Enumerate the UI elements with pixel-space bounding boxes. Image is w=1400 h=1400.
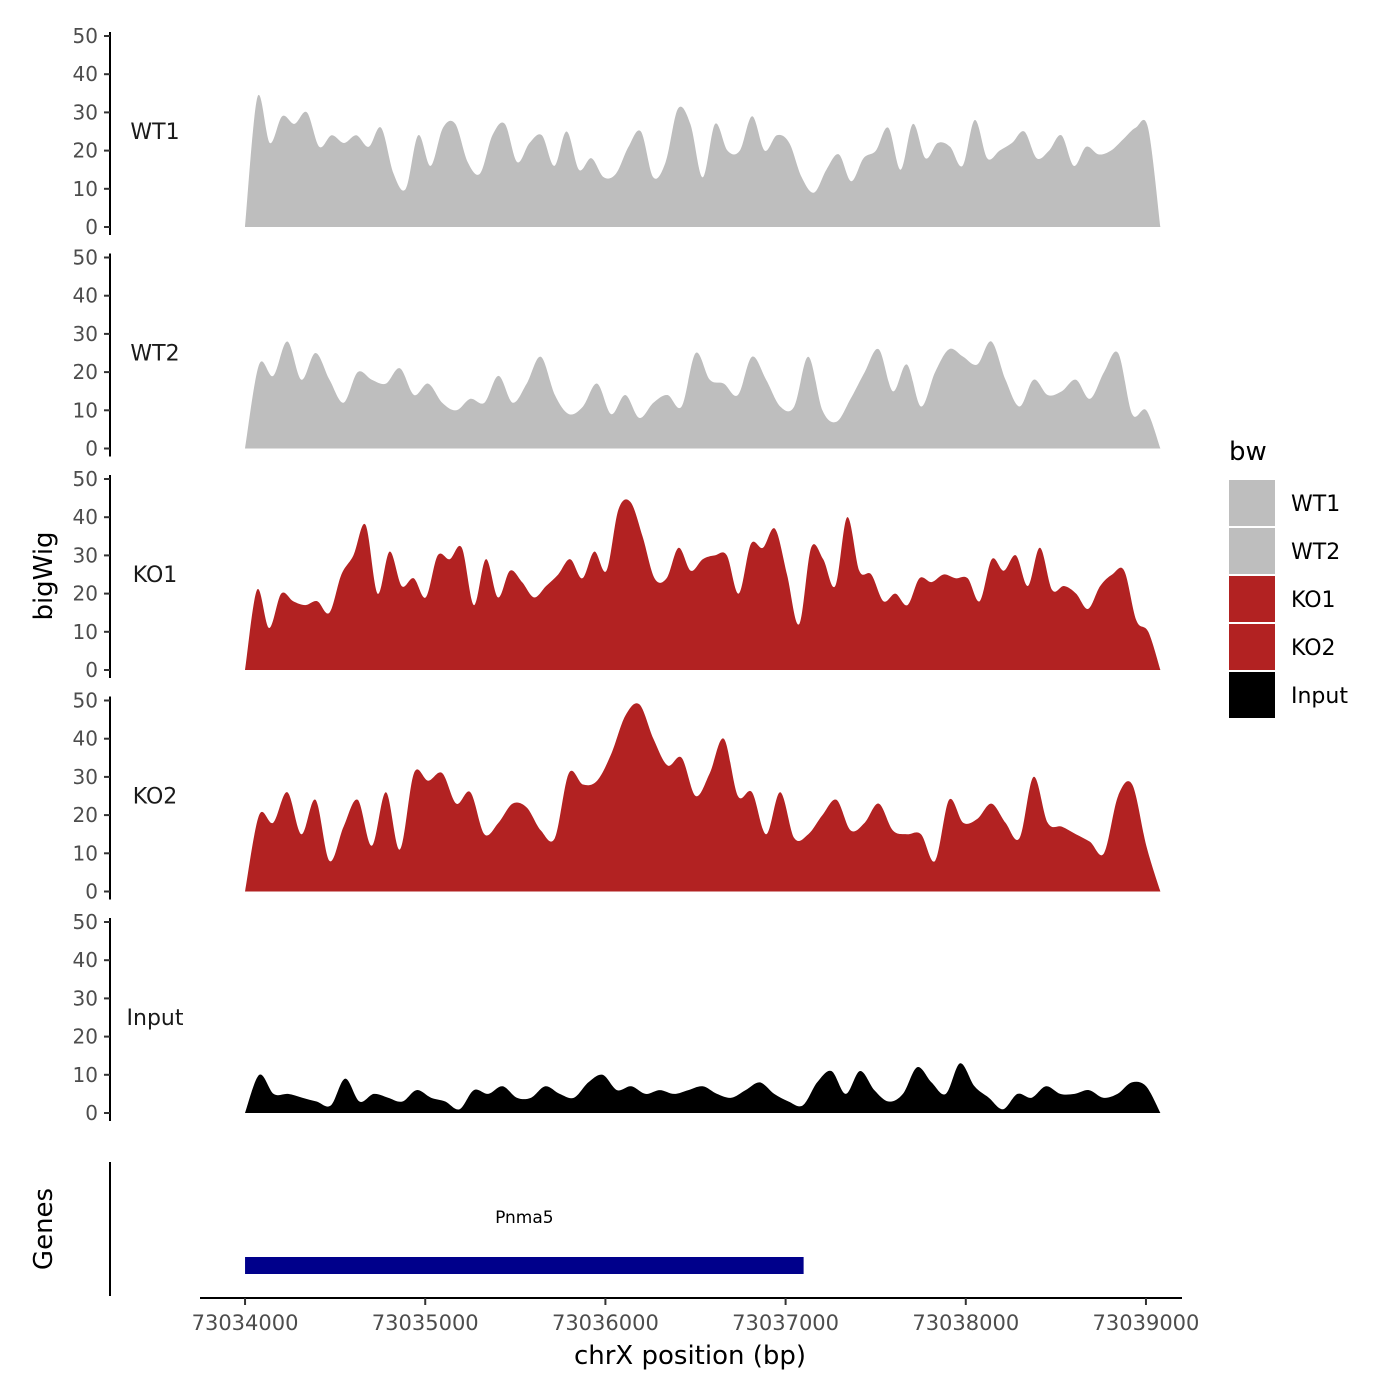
x-axis: 73034000 73035000 73036000 73037000 73038000… [192, 1297, 1200, 1335]
track-label-ko2: KO2 [133, 785, 178, 810]
gene-track-title: Genes [29, 1188, 59, 1270]
y-tick-label: 40 [73, 62, 98, 86]
y-tick-label: 10 [73, 177, 98, 201]
legend-key-input [1229, 672, 1275, 718]
x-tick-label: 73038000 [912, 1311, 1019, 1335]
track-wt1: 0 10 20 30 40 50 WT1 [73, 24, 1161, 239]
track-wt2: 0 10 20 30 40 50 WT2 [73, 246, 1161, 461]
y-tick-label: 20 [73, 1025, 98, 1049]
y-tick-label: 40 [73, 948, 98, 972]
y-tick-label: 20 [73, 803, 98, 827]
y-tick-label: 30 [73, 986, 98, 1010]
y-tick-label: 20 [73, 582, 98, 606]
legend-title: bw [1229, 437, 1267, 467]
track-label-input: Input [127, 1006, 184, 1031]
y-tick-label: 40 [73, 505, 98, 529]
y-tick-label: 50 [73, 910, 98, 934]
y-tick-label: 10 [73, 841, 98, 865]
track-label-ko1: KO1 [133, 563, 178, 588]
y-tick-label: 40 [73, 284, 98, 308]
y-tick-label: 0 [85, 880, 98, 904]
y-tick-label: 50 [73, 689, 98, 713]
y-tick-label: 30 [73, 765, 98, 789]
y-tick-label: 10 [73, 1063, 98, 1087]
y-tick-label: 20 [73, 360, 98, 384]
track-ko1: 0 10 20 30 40 50 KO1 [73, 467, 1161, 682]
y-tick-label: 0 [85, 437, 98, 461]
legend-label-wt2: WT2 [1291, 540, 1340, 565]
legend-key-wt2 [1229, 528, 1275, 574]
track-label-wt2: WT2 [130, 342, 179, 367]
y-tick-label: 0 [85, 658, 98, 682]
coverage-area-wt2 [245, 341, 1161, 449]
gene-body-pnma5 [245, 1257, 804, 1274]
y-tick-label: 50 [73, 246, 98, 270]
y-tick-label: 0 [85, 1101, 98, 1125]
y-axis-title: bigWig [29, 531, 59, 620]
track-label-wt1: WT1 [130, 120, 179, 145]
gene-track: Genes Pnma5 [29, 1162, 804, 1296]
legend-label-ko2: KO2 [1291, 636, 1336, 661]
y-tick-label: 10 [73, 620, 98, 644]
y-tick-label: 0 [85, 215, 98, 239]
track-ko2: 0 10 20 30 40 50 KO2 [73, 689, 1161, 904]
x-tick-label: 73036000 [552, 1311, 659, 1335]
x-axis-title: chrX position (bp) [574, 1341, 806, 1371]
coverage-area-wt1 [245, 94, 1161, 227]
coverage-area-input [245, 1063, 1161, 1113]
y-tick-label: 30 [73, 100, 98, 124]
x-tick-label: 73034000 [192, 1311, 299, 1335]
legend-label-input: Input [1291, 684, 1348, 709]
legend-label-wt1: WT1 [1291, 492, 1340, 517]
x-tick-label: 73037000 [732, 1311, 839, 1335]
legend-label-ko1: KO1 [1291, 588, 1336, 613]
coverage-tracks: 0 10 20 30 40 50 WT1 0 10 20 30 40 50 WT2 0 10 20 30 40 50 K… [73, 24, 1161, 1125]
y-tick-label: 10 [73, 398, 98, 422]
coverage-area-ko1 [245, 499, 1161, 670]
x-tick-label: 73035000 [372, 1311, 479, 1335]
y-tick-label: 20 [73, 139, 98, 163]
legend-key-wt1 [1229, 480, 1275, 526]
gene-label-pnma5: Pnma5 [495, 1208, 554, 1228]
y-tick-label: 50 [73, 467, 98, 491]
track-input: 0 10 20 30 40 50 Input [73, 910, 1161, 1125]
legend-key-ko1 [1229, 576, 1275, 622]
legend: bw WT1 WT2 KO1 KO2 Input [1229, 437, 1348, 718]
y-tick-label: 40 [73, 727, 98, 751]
y-tick-label: 30 [73, 322, 98, 346]
x-tick-label: 73039000 [1093, 1311, 1200, 1335]
legend-key-ko2 [1229, 624, 1275, 670]
y-tick-label: 50 [73, 24, 98, 48]
coverage-area-ko2 [245, 703, 1161, 892]
y-tick-label: 30 [73, 543, 98, 567]
